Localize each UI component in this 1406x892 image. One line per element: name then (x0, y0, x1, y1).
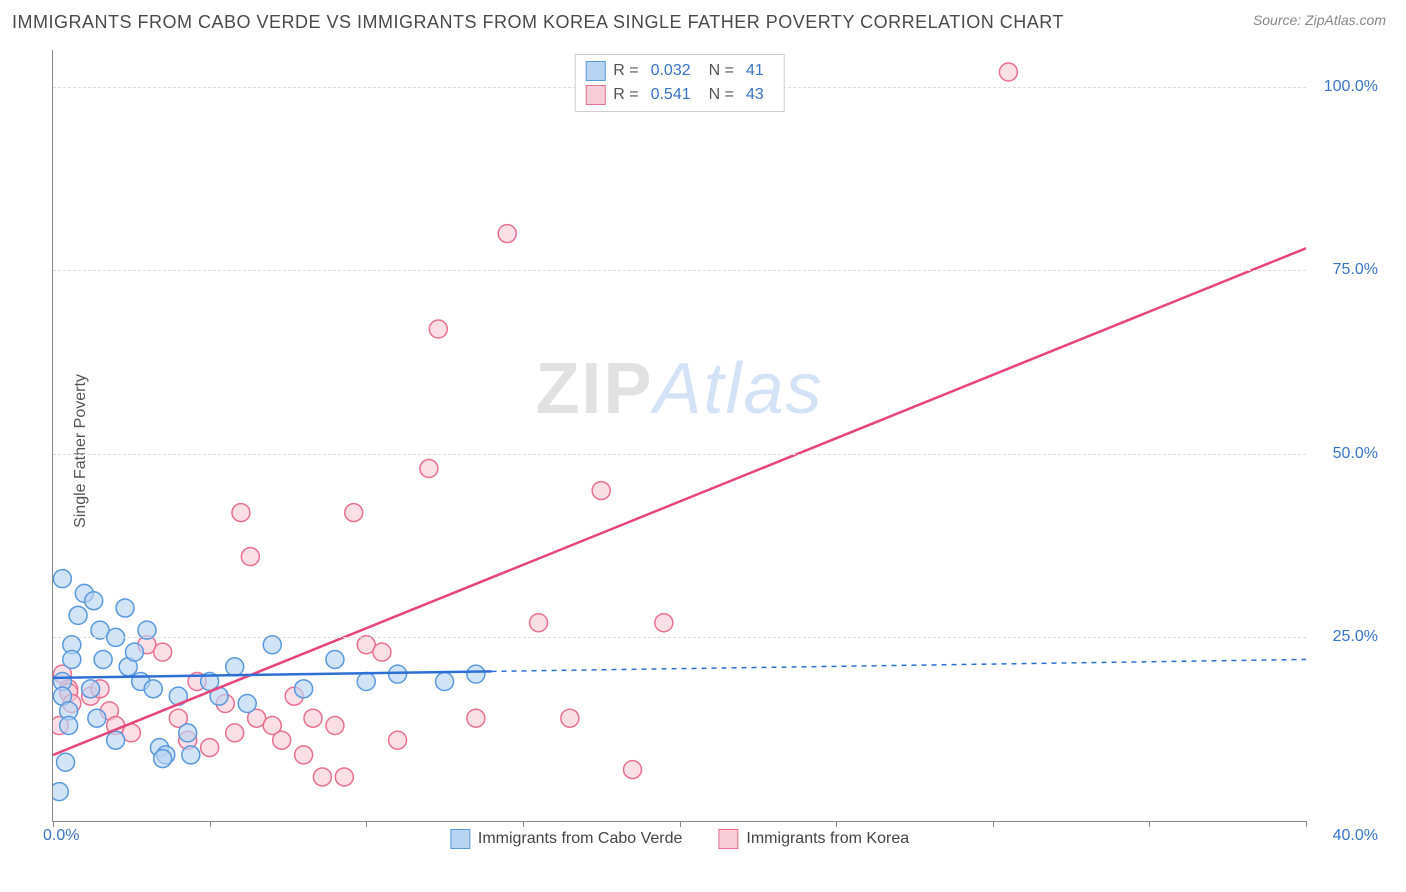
legend-row-korea: R = 0.541 N = 43 (585, 83, 774, 107)
r-label: R = (613, 62, 638, 80)
chart-area: Single Father Poverty ZIPAtlas R = 0.032… (12, 50, 1386, 852)
scatter-svg (53, 50, 1306, 821)
r-label: R = (613, 86, 638, 104)
series-legend: Immigrants from Cabo Verde Immigrants fr… (450, 829, 909, 849)
n-value-cabo-verde: 41 (742, 62, 774, 80)
r-value-korea: 0.541 (647, 86, 701, 104)
plot-region: ZIPAtlas R = 0.032 N = 41 R = 0.541 N = … (52, 50, 1306, 822)
r-value-cabo-verde: 0.032 (647, 62, 701, 80)
series-name-cabo-verde: Immigrants from Cabo Verde (478, 830, 683, 848)
n-value-korea: 43 (742, 86, 774, 104)
swatch-cabo-verde-icon (450, 829, 470, 849)
legend-row-cabo-verde: R = 0.032 N = 41 (585, 59, 774, 83)
y-tick-label: 75.0% (1314, 261, 1378, 279)
chart-title: IMMIGRANTS FROM CABO VERDE VS IMMIGRANTS… (12, 12, 1064, 33)
legend-item-cabo-verde: Immigrants from Cabo Verde (450, 829, 683, 849)
y-tick-label: 25.0% (1314, 628, 1378, 646)
x-tick-last: 40.0% (1314, 827, 1378, 845)
y-tick-label: 100.0% (1314, 78, 1378, 96)
n-label: N = (709, 86, 734, 104)
swatch-korea (585, 85, 605, 105)
series-name-korea: Immigrants from Korea (746, 830, 909, 848)
swatch-korea-icon (718, 829, 738, 849)
legend-item-korea: Immigrants from Korea (718, 829, 909, 849)
n-label: N = (709, 62, 734, 80)
y-tick-label: 50.0% (1314, 445, 1378, 463)
swatch-cabo-verde (585, 61, 605, 81)
correlation-legend: R = 0.032 N = 41 R = 0.541 N = 43 (574, 54, 785, 112)
x-tick-first: 0.0% (43, 827, 79, 845)
source-label: Source: ZipAtlas.com (1253, 12, 1386, 28)
